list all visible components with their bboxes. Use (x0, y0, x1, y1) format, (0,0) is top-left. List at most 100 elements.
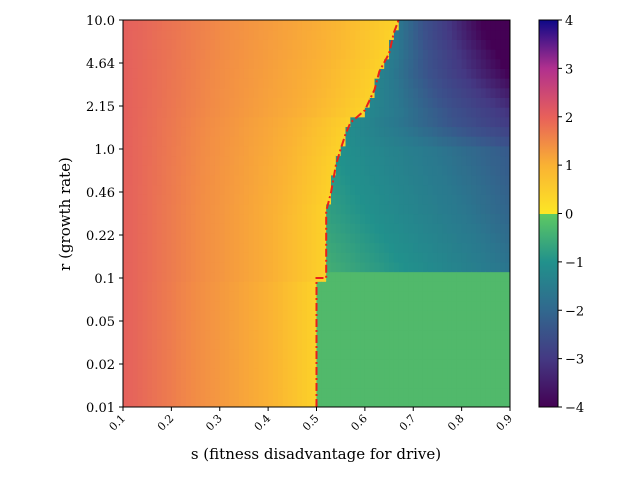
heatmap-cell (301, 387, 308, 398)
heatmap-cell (205, 145, 211, 157)
heatmap-cell (432, 136, 439, 147)
heatmap-cell (393, 39, 400, 50)
heatmap-cell (166, 290, 172, 302)
heatmap-cell (142, 184, 148, 195)
y-tick-label: 10.0 (86, 14, 115, 29)
heatmap-cell (340, 58, 347, 69)
heatmap-cell (413, 348, 419, 360)
heatmap-cell (123, 87, 129, 98)
heatmap-cell (171, 126, 177, 137)
heatmap-cell (326, 368, 332, 379)
heatmap-cell (263, 136, 269, 147)
heatmap-cell (437, 358, 443, 369)
heatmap-cell (505, 39, 510, 50)
heatmap-cell (408, 174, 414, 186)
heatmap-cell (495, 49, 501, 60)
heatmap-cell (234, 49, 240, 60)
heatmap-cell (214, 39, 221, 50)
heatmap-cell (413, 203, 419, 215)
heatmap-cell (277, 232, 284, 244)
heatmap-cell (471, 232, 477, 244)
heatmap-cell (500, 232, 506, 244)
heatmap-cell (331, 271, 337, 282)
heatmap-cell (205, 213, 211, 224)
heatmap-cell (234, 252, 240, 263)
heatmap-cell (214, 194, 221, 205)
heatmap-cell (224, 165, 231, 176)
heatmap-cell (340, 271, 347, 282)
heatmap-cell (505, 261, 510, 273)
heatmap-cell (224, 68, 231, 79)
heatmap-cell (355, 358, 361, 369)
heatmap-cell (384, 107, 390, 118)
heatmap-cell (316, 242, 322, 253)
heatmap-cell (485, 252, 492, 263)
heatmap-cell (287, 377, 293, 389)
heatmap-cell (166, 165, 172, 176)
heatmap-cell (132, 184, 139, 195)
heatmap-cell (239, 387, 245, 398)
heatmap-cell (258, 174, 264, 186)
heatmap-cell (214, 136, 221, 147)
heatmap-cell (466, 290, 472, 302)
heatmap-cell (408, 136, 414, 147)
heatmap-cell (171, 194, 177, 205)
heatmap-cell (355, 281, 361, 292)
heatmap-cell (219, 49, 226, 60)
heatmap-cell (282, 20, 289, 31)
heatmap-cell (442, 358, 448, 369)
heatmap-cell (364, 107, 371, 118)
heatmap-cell (505, 29, 510, 40)
heatmap-cell (485, 368, 492, 379)
heatmap-cell (219, 232, 226, 244)
heatmap-cell (485, 194, 492, 205)
heatmap-cell (461, 348, 468, 360)
heatmap-cell (340, 203, 347, 215)
heatmap-cell (224, 290, 231, 302)
heatmap-cell (442, 165, 448, 176)
heatmap-cell (403, 232, 410, 244)
heatmap-cell (374, 397, 380, 407)
heatmap-cell (490, 58, 497, 69)
heatmap-cell (345, 203, 351, 215)
heatmap-cell (331, 310, 337, 321)
heatmap-cell (500, 39, 506, 50)
heatmap-cell (161, 58, 168, 69)
heatmap-cell (316, 58, 322, 69)
heatmap-cell (263, 213, 269, 224)
heatmap-cell (306, 271, 313, 282)
heatmap-cell (500, 136, 506, 147)
heatmap-cell (287, 194, 293, 205)
heatmap-cell (364, 29, 371, 40)
heatmap-cell (495, 29, 501, 40)
heatmap-cell (418, 203, 424, 215)
heatmap-cell (272, 387, 279, 398)
heatmap-cell (321, 203, 327, 215)
heatmap-cell (422, 271, 429, 282)
heatmap-cell (340, 174, 347, 186)
heatmap-cell (234, 116, 240, 128)
heatmap-cell (137, 242, 143, 253)
heatmap-cell (132, 300, 139, 311)
heatmap-cell (190, 329, 197, 340)
heatmap-cell (500, 261, 506, 273)
heatmap-cell (200, 49, 206, 60)
heatmap-cell (268, 232, 274, 244)
heatmap-cell (224, 300, 231, 311)
heatmap-cell (447, 290, 453, 302)
heatmap-cell (248, 319, 255, 331)
heatmap-cell (258, 377, 264, 389)
heatmap-cell (219, 126, 226, 137)
heatmap-cell (476, 68, 482, 79)
heatmap-cell (476, 203, 482, 215)
heatmap-cell (123, 203, 129, 215)
y-tick-label: 0.22 (86, 229, 115, 244)
heatmap-cell (485, 213, 492, 224)
heatmap-cell (127, 252, 134, 263)
heatmap-cell (316, 387, 322, 398)
heatmap-cell (195, 348, 201, 360)
heatmap-cell (369, 39, 376, 50)
heatmap-cell (268, 358, 274, 369)
heatmap-cell (234, 310, 240, 321)
heatmap-cell (161, 261, 168, 273)
